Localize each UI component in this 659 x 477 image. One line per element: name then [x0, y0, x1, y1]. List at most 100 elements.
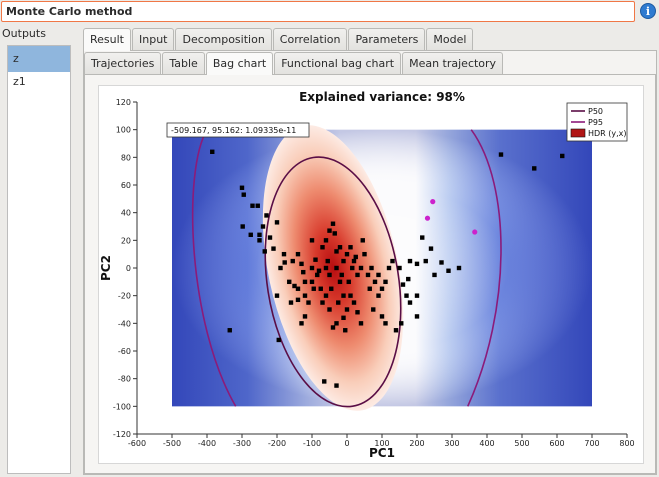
data-point [351, 300, 357, 305]
data-point [334, 249, 339, 254]
outlier-point [424, 215, 431, 221]
data-point [320, 300, 325, 305]
data-point [311, 286, 316, 291]
data-point [325, 258, 330, 264]
data-point [309, 238, 315, 243]
data-point [350, 265, 355, 271]
data-point [341, 258, 346, 264]
data-point [407, 300, 413, 305]
data-point [302, 279, 308, 285]
tab-trajectories[interactable]: Trajectories [84, 52, 162, 74]
tab-parameters[interactable]: Parameters [348, 28, 426, 50]
data-point [498, 152, 504, 157]
data-point [320, 245, 325, 250]
y-tick-label: -20 [118, 292, 131, 301]
output-item-z1[interactable]: z1 [13, 75, 26, 88]
data-point [281, 251, 287, 257]
legend-swatch [570, 128, 586, 138]
tab-table[interactable]: Table [162, 52, 205, 74]
data-point [274, 293, 280, 298]
tab-input[interactable]: Input [132, 28, 175, 50]
tab-bag-chart[interactable]: Bag chart [205, 52, 274, 75]
x-tick-label: -400 [198, 439, 216, 448]
output-item-z[interactable]: z [8, 46, 70, 72]
data-point [309, 279, 315, 285]
data-point [288, 300, 294, 305]
data-point [309, 265, 315, 271]
data-point [323, 265, 329, 271]
data-point [383, 321, 388, 326]
data-point [240, 224, 245, 229]
chart-title: Explained variance: 98% [299, 90, 465, 104]
data-point [407, 258, 413, 264]
data-point [330, 325, 336, 330]
y-tick-label: -100 [113, 402, 131, 411]
data-point [301, 269, 306, 275]
y-tick-label: 60 [121, 181, 131, 190]
data-point [295, 251, 301, 257]
data-point [250, 203, 255, 208]
data-point [334, 265, 339, 271]
data-point [414, 293, 420, 298]
x-tick-label: 400 [479, 439, 494, 448]
data-point [358, 321, 364, 326]
tab-functional-bag-chart[interactable]: Functional bag chart [274, 52, 402, 74]
tab-correlation[interactable]: Correlation [272, 28, 348, 50]
tab-result[interactable]: Result [83, 28, 131, 51]
x-tick-label: 800 [619, 439, 634, 448]
x-tick-label: 200 [409, 439, 424, 448]
y-tick-label: 120 [116, 98, 131, 107]
tab-mean-trajectory[interactable]: Mean trajectory [402, 52, 504, 74]
y-tick-label: 0 [126, 264, 131, 273]
tab-decomposition[interactable]: Decomposition [175, 28, 272, 50]
outlier-point [472, 229, 478, 235]
data-point [336, 300, 341, 305]
data-point [428, 246, 434, 251]
data-point [369, 265, 374, 271]
data-point [362, 251, 367, 257]
data-point [351, 258, 357, 264]
data-point [371, 307, 376, 312]
data-point [399, 321, 404, 326]
data-point [560, 153, 565, 159]
outputs-list: z z1 [7, 45, 71, 474]
data-point [322, 379, 327, 384]
window-title: Monte Carlo method [1, 1, 635, 22]
data-point [360, 238, 365, 243]
data-point [397, 265, 402, 271]
data-point [348, 245, 353, 250]
data-point [414, 314, 420, 319]
data-point [323, 238, 329, 243]
x-tick-label: 300 [444, 439, 459, 448]
data-point [339, 272, 344, 278]
data-point [248, 232, 253, 237]
x-tick-label: 100 [374, 439, 389, 448]
data-point [262, 249, 267, 254]
data-point [306, 300, 311, 305]
p50-contour [264, 156, 402, 408]
x-tick-label: 0 [344, 439, 349, 448]
data-point [446, 268, 451, 273]
data-point [379, 314, 385, 319]
y-axis-label: PC2 [99, 255, 113, 281]
data-point [313, 257, 318, 262]
x-tick-label: -200 [268, 439, 286, 448]
data-point [264, 213, 269, 218]
data-point [344, 251, 350, 257]
outlier-point [430, 199, 436, 205]
data-point [227, 328, 232, 333]
tab-model[interactable]: Model [426, 28, 474, 50]
data-point [383, 279, 388, 285]
info-icon[interactable]: i [640, 3, 656, 19]
legend-label: P50 [588, 107, 603, 116]
x-tick-label: 500 [514, 439, 529, 448]
y-tick-label: -40 [118, 319, 131, 328]
data-point [344, 307, 350, 312]
data-point [341, 293, 346, 298]
data-point [379, 286, 385, 291]
data-point [532, 166, 537, 171]
data-point [376, 293, 381, 298]
data-point [241, 192, 246, 197]
data-point [267, 235, 273, 240]
